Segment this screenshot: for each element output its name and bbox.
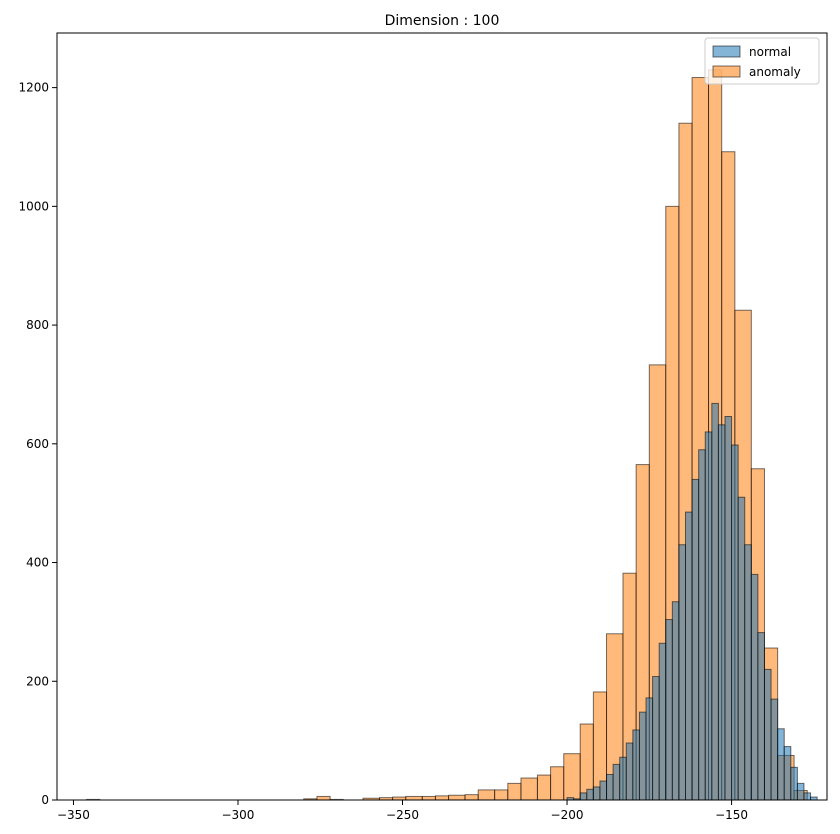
- legend-label-anomaly: anomaly: [749, 65, 801, 79]
- bar-anomaly-18: [563, 753, 581, 801]
- x-tick-label-2: −250: [386, 808, 419, 822]
- bar-normal-13: [652, 676, 660, 801]
- bar-normal-3: [586, 788, 594, 801]
- bar-normal-33: [783, 746, 792, 801]
- y-tick-label-1: 200: [26, 674, 49, 688]
- bar-normal-26: [737, 496, 746, 801]
- bar-normal-5: [599, 780, 608, 801]
- bar-normal-35: [796, 782, 805, 801]
- x-tick-label-4: −150: [715, 808, 748, 822]
- bar-normal-14: [658, 642, 667, 801]
- bar-anomaly-12: [477, 789, 496, 801]
- bar-normal-25: [731, 444, 739, 801]
- chart-title: Dimension : 100: [385, 13, 500, 29]
- bar-normal-24: [724, 416, 733, 801]
- bar-anomaly-16: [536, 774, 552, 801]
- bar-normal-12: [645, 697, 654, 801]
- bar-normal-27: [744, 544, 752, 801]
- y-tick-label-3: 600: [26, 437, 49, 451]
- bar-anomaly-8: [421, 795, 436, 801]
- bar-normal-6: [606, 773, 614, 801]
- y-tick-label-5: 1000: [18, 199, 49, 213]
- bar-normal-2: [579, 792, 588, 801]
- y-tick-label-6: 1200: [18, 81, 49, 95]
- y-tick-label-0: 0: [41, 793, 49, 807]
- bar-anomaly-13: [494, 789, 509, 801]
- bar-normal-20: [698, 449, 706, 801]
- bar-normal-8: [619, 756, 627, 801]
- bar-anomaly-9: [434, 795, 450, 801]
- bar-normal-15: [665, 619, 673, 801]
- y-tick-label-4: 800: [26, 318, 49, 332]
- bar-anomaly-7: [405, 795, 423, 801]
- legend-label-normal: normal: [749, 45, 791, 59]
- bar-normal-7: [612, 763, 621, 801]
- bar-anomaly-10: [448, 794, 466, 801]
- bar-anomaly-2: [316, 795, 331, 801]
- bar-normal-22: [711, 402, 719, 801]
- bar-anomaly-19: [579, 723, 594, 801]
- legend-swatch-normal: [712, 45, 741, 58]
- bar-normal-29: [757, 632, 765, 801]
- bar-normal-32: [777, 728, 785, 801]
- bar-anomaly-11: [464, 794, 479, 801]
- bar-normal-16: [671, 601, 680, 801]
- bar-normal-18: [685, 511, 693, 801]
- bar-normal-31: [770, 698, 779, 801]
- bar-normal-21: [704, 431, 713, 801]
- bar-normal-10: [632, 729, 640, 801]
- legend-swatch-anomaly: [712, 65, 741, 78]
- bars-layer: [86, 69, 818, 801]
- bar-normal-9: [625, 742, 634, 801]
- bar-normal-11: [638, 711, 647, 801]
- axes-layer: −350 −300 −250 −200 −150 0 200 400 600 800 1000 120…: [18, 32, 828, 822]
- bar-normal-30: [763, 668, 772, 801]
- bar-anomaly-15: [520, 777, 538, 801]
- legend: normal anomaly: [704, 37, 820, 85]
- bar-normal-17: [678, 544, 687, 801]
- x-tick-label-0: −350: [57, 808, 90, 822]
- bar-normal-19: [691, 478, 700, 801]
- bar-normal-23: [717, 424, 726, 801]
- x-tick-label-1: −300: [221, 808, 254, 822]
- bar-normal-28: [750, 573, 759, 801]
- bar-anomaly-17: [550, 766, 565, 801]
- bar-normal-4: [592, 786, 601, 801]
- x-tick-label-3: −200: [551, 808, 584, 822]
- bar-normal-34: [790, 766, 798, 801]
- plot-frame: [56, 32, 828, 801]
- bar-normal-36: [803, 792, 812, 801]
- y-tick-label-2: 400: [26, 556, 49, 570]
- bar-anomaly-14: [507, 782, 522, 801]
